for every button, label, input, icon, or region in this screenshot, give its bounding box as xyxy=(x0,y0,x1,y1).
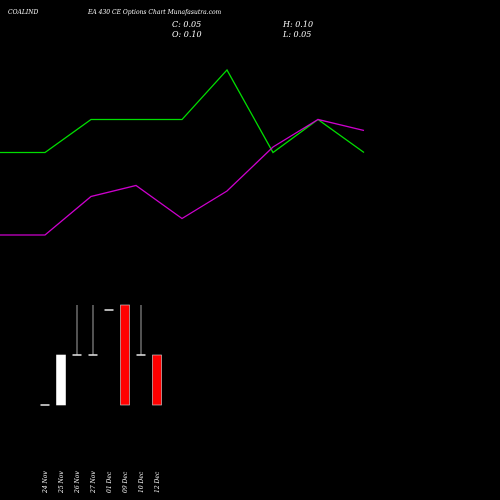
x-tick-label: 09 Dec xyxy=(122,471,129,493)
candle xyxy=(152,354,162,406)
candle xyxy=(56,354,66,406)
overlay-lines xyxy=(0,68,365,236)
candle xyxy=(120,304,130,406)
x-tick-label: 25 Nov xyxy=(58,471,65,494)
candle xyxy=(72,305,82,356)
candle-body xyxy=(152,354,162,406)
chart-subtitle: EA 430 CE Options Chart Munafasutra.com xyxy=(88,9,222,16)
symbol-label: COALIND xyxy=(8,9,39,16)
x-tick-label: 24 Nov xyxy=(42,471,49,494)
x-axis-ticks: 24 Nov 25 Nov 26 Nov 27 Nov 01 Dec 09 Dec 10 D… xyxy=(42,471,161,494)
candle-body xyxy=(56,354,66,406)
open-value: O: 0.10 xyxy=(172,30,202,39)
candle-body xyxy=(120,304,130,406)
candle xyxy=(88,305,98,356)
candles xyxy=(40,304,162,406)
x-tick-label: 26 Nov xyxy=(74,471,81,494)
close-value: C: 0.05 xyxy=(172,20,202,29)
high-value: H: 0.10 xyxy=(283,20,314,29)
x-tick-label: 10 Dec xyxy=(138,471,145,493)
x-tick-label: 01 Dec xyxy=(106,471,113,493)
x-tick-label: 12 Dec xyxy=(154,471,161,493)
x-tick-label: 27 Nov xyxy=(90,471,97,494)
green-line-series xyxy=(0,68,365,154)
candle xyxy=(136,305,146,356)
low-value: L: 0.05 xyxy=(283,30,312,39)
magenta-line-series xyxy=(0,118,365,236)
